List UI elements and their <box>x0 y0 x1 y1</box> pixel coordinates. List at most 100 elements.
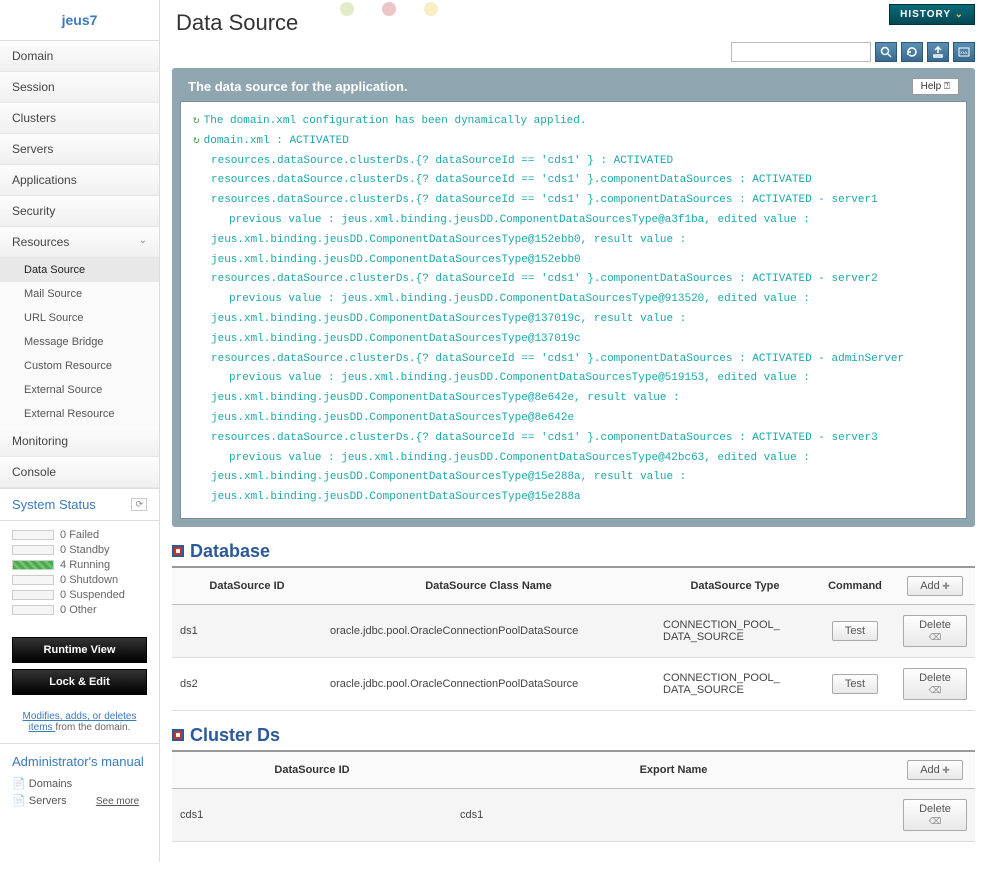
nav-clusters[interactable]: Clusters <box>0 103 159 134</box>
delete-button[interactable]: Delete <box>903 615 967 647</box>
cluster-table: DataSource ID Export Name Add cds1cds1De… <box>172 750 975 842</box>
status-failed: 0 Failed <box>12 529 147 541</box>
export-icon[interactable] <box>927 42 949 62</box>
subnav-message-bridge[interactable]: Message Bridge <box>0 330 159 354</box>
page-title: Data Source <box>172 0 975 42</box>
system-status-refresh-icon[interactable]: ⟳ <box>131 498 147 511</box>
refresh-icon: ↻ <box>193 112 200 132</box>
history-button[interactable]: HISTORY <box>889 4 975 25</box>
database-table: DataSource ID DataSource Class Name Data… <box>172 566 975 711</box>
log-line: jeus.xml.binding.jeusDD.ComponentDataSou… <box>193 330 954 350</box>
cluster-section-title: Cluster Ds <box>172 725 975 746</box>
message-body: ↻The domain.xml configuration has been d… <box>180 101 967 519</box>
deco-circle <box>340 2 354 16</box>
log-line: resources.dataSource.clusterDs.{? dataSo… <box>193 350 954 370</box>
admin-manual-title: Administrator's manual <box>12 754 147 769</box>
nav-console[interactable]: Console <box>0 457 159 488</box>
cds-col-export: Export Name <box>452 751 895 789</box>
db-col-type: DataSource Type <box>655 567 815 605</box>
sidebar: jeus7 Domain Session Clusters Servers Ap… <box>0 0 160 862</box>
section-icon <box>172 729 184 741</box>
search-input[interactable] <box>731 42 871 62</box>
help-button[interactable]: Help ⍰ <box>912 78 959 95</box>
nav-domain[interactable]: Domain <box>0 41 159 72</box>
search-icon[interactable] <box>875 42 897 62</box>
test-button[interactable]: Test <box>832 621 878 641</box>
modifies-note: Modifies, adds, or deletes items from th… <box>0 711 159 743</box>
log-line: resources.dataSource.clusterDs.{? dataSo… <box>193 152 954 172</box>
db-cell-id: ds1 <box>172 604 322 657</box>
cluster-heading: Cluster Ds <box>190 725 280 746</box>
db-col-class: DataSource Class Name <box>322 567 655 605</box>
db-cell-id: ds2 <box>172 657 322 710</box>
log-line: jeus.xml.binding.jeusDD.ComponentDataSou… <box>193 389 954 409</box>
log-line: previous value : jeus.xml.binding.jeusDD… <box>193 290 954 310</box>
decorative-circles <box>340 2 438 16</box>
cds-cell-id: cds1 <box>172 788 452 841</box>
resources-subnav: Data Source Mail Source URL Source Messa… <box>0 258 159 426</box>
system-status-title: System Status <box>12 497 96 512</box>
test-button[interactable]: Test <box>832 674 878 694</box>
subnav-custom-resource[interactable]: Custom Resource <box>0 354 159 378</box>
delete-button[interactable]: Delete <box>903 668 967 700</box>
brand-logo[interactable]: jeus7 <box>0 0 159 41</box>
refresh-icon[interactable] <box>901 42 923 62</box>
runtime-view-button[interactable]: Runtime View <box>12 637 147 663</box>
log-line: resources.dataSource.clusterDs.{? dataSo… <box>193 429 954 449</box>
db-col-action: Add <box>895 567 975 605</box>
status-other: 0 Other <box>12 604 147 616</box>
log-line: ↻The domain.xml configuration has been d… <box>193 112 954 132</box>
subnav-mail-source[interactable]: Mail Source <box>0 282 159 306</box>
status-running: 4 Running <box>12 559 147 571</box>
message-header: The data source for the application. Hel… <box>180 76 967 101</box>
deco-circle <box>382 2 396 16</box>
message-panel: The data source for the application. Hel… <box>172 68 975 527</box>
status-standby: 0 Standby <box>12 544 147 556</box>
log-line: jeus.xml.binding.jeusDD.ComponentDataSou… <box>193 488 954 508</box>
main-content: HISTORY Data Source XML The data source … <box>160 0 983 862</box>
section-icon <box>172 545 184 557</box>
log-line: ↻domain.xml : ACTIVATED <box>193 132 954 152</box>
database-section-title: Database <box>172 541 975 562</box>
delete-button[interactable]: Delete <box>903 799 967 831</box>
log-line: resources.dataSource.clusterDs.{? dataSo… <box>193 191 954 211</box>
db-cell-type: CONNECTION_POOL_DATA_SOURCE <box>655 657 815 710</box>
system-status-body: 0 Failed 0 Standby 4 Running 0 Shutdown … <box>0 521 159 627</box>
admin-manual: Administrator's manual 📄 Domains 📄 Serve… <box>0 743 159 821</box>
cds-col-id: DataSource ID <box>172 751 452 789</box>
db-add-button[interactable]: Add <box>907 576 963 596</box>
action-buttons: Runtime View Lock & Edit <box>0 627 159 711</box>
nav-applications[interactable]: Applications <box>0 165 159 196</box>
nav-session[interactable]: Session <box>0 72 159 103</box>
nav-servers[interactable]: Servers <box>0 134 159 165</box>
manual-domains[interactable]: 📄 Domains <box>12 777 147 790</box>
see-more-link[interactable]: See more <box>96 796 139 807</box>
subnav-external-source[interactable]: External Source <box>0 378 159 402</box>
log-line: jeus.xml.binding.jeusDD.ComponentDataSou… <box>193 231 954 251</box>
log-line: previous value : jeus.xml.binding.jeusDD… <box>193 211 954 231</box>
nav-security[interactable]: Security <box>0 196 159 227</box>
nav-monitoring[interactable]: Monitoring <box>0 426 159 457</box>
subnav-url-source[interactable]: URL Source <box>0 306 159 330</box>
db-cell-class: oracle.jdbc.pool.OracleConnectionPoolDat… <box>322 604 655 657</box>
log-line: jeus.xml.binding.jeusDD.ComponentDataSou… <box>193 468 954 488</box>
log-line: resources.dataSource.clusterDs.{? dataSo… <box>193 270 954 290</box>
log-line: resources.dataSource.clusterDs.{? dataSo… <box>193 171 954 191</box>
table-row: cds1cds1Delete <box>172 788 975 841</box>
manual-servers[interactable]: 📄 Servers See more <box>12 794 147 807</box>
log-line: jeus.xml.binding.jeusDD.ComponentDataSou… <box>193 409 954 429</box>
subnav-external-resource[interactable]: External Resource <box>0 402 159 426</box>
subnav-data-source[interactable]: Data Source <box>0 258 159 282</box>
nav-resources[interactable]: Resources <box>0 227 159 258</box>
system-status-header: System Status ⟳ <box>0 488 159 521</box>
cds-add-button[interactable]: Add <box>907 760 963 780</box>
search-row: XML <box>172 42 975 62</box>
lock-edit-button[interactable]: Lock & Edit <box>12 669 147 695</box>
status-shutdown: 0 Shutdown <box>12 574 147 586</box>
cds-cell-export: cds1 <box>452 788 895 841</box>
log-line: previous value : jeus.xml.binding.jeusDD… <box>193 449 954 469</box>
deco-circle <box>424 2 438 16</box>
db-cell-class: oracle.jdbc.pool.OracleConnectionPoolDat… <box>322 657 655 710</box>
xml-icon[interactable]: XML <box>953 42 975 62</box>
db-col-cmd: Command <box>815 567 895 605</box>
